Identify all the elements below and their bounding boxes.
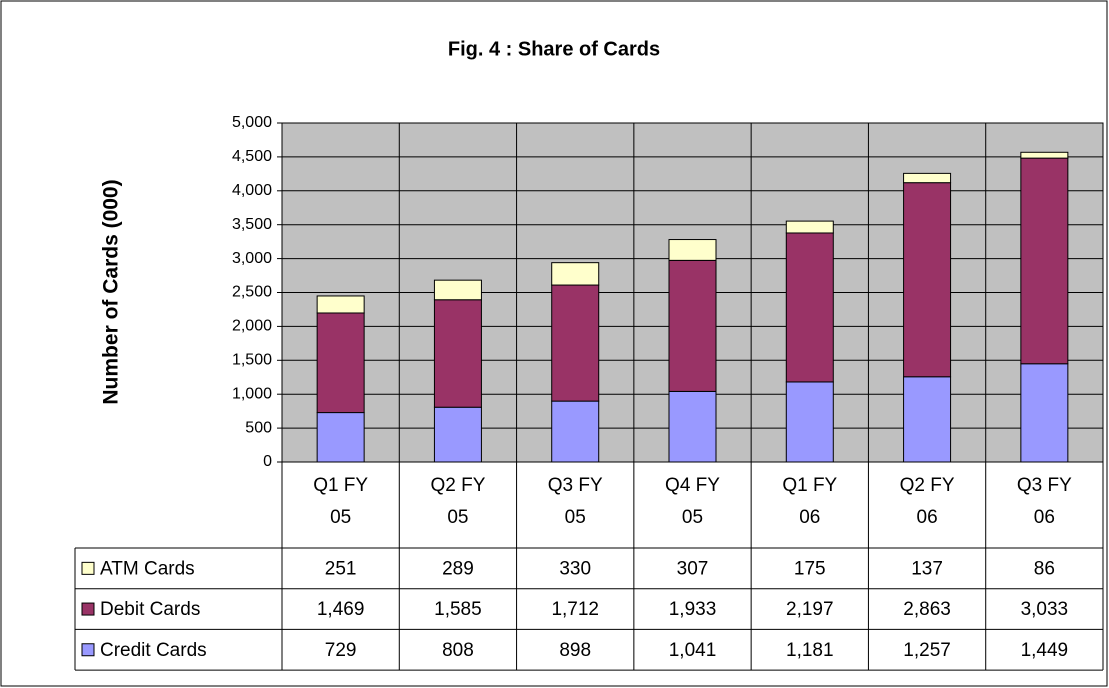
table-value: 330 [559,558,591,579]
y-tick-label: 4,000 [232,182,272,199]
table-value: 251 [325,558,357,579]
table-value: 2,863 [903,599,951,620]
bar-segment [551,400,600,463]
table-value: 2,197 [786,599,834,620]
bar-segment [1020,157,1069,365]
x-tick-label: Q1 FY 05 [313,475,368,528]
legend-key [81,602,95,616]
y-tick-label: 3,000 [232,250,272,267]
legend-label: Debit Cards [100,599,200,620]
bar-segment [785,220,834,234]
y-tick-label: 4,500 [232,148,272,165]
bar-segment [1020,151,1069,159]
bar-segment [903,376,952,463]
legend-key [81,561,95,575]
table-value: 729 [325,640,357,661]
table-value: 137 [911,558,943,579]
y-tick-label: 1,500 [232,352,272,369]
table-value: 1,469 [317,599,365,620]
y-axis-label: Number of Cards (000) [100,179,123,404]
table-value: 808 [442,640,474,661]
y-tick-label: 3,500 [232,216,272,233]
table-value: 1,041 [669,640,717,661]
x-tick-label: Q3 FY 05 [548,475,603,528]
bar-segment [668,239,717,261]
bar-segment [1020,363,1069,463]
bar-segment [551,284,600,402]
bar-segment [316,412,365,463]
y-tick-label: 1,000 [232,385,272,402]
table-value: 86 [1034,558,1055,579]
x-tick-label: Q2 FY 05 [430,475,485,528]
bar-segment [785,232,834,383]
bar-segment [316,295,365,314]
legend-label: Credit Cards [100,640,207,661]
bar-segment [785,381,834,463]
y-tick-label: 5,000 [232,114,272,131]
table-value: 1,257 [903,640,951,661]
bar-segment [433,299,482,408]
y-tick-label: 0 [263,453,272,470]
x-tick-label: Q1 FY 06 [782,475,837,528]
table-value: 1,585 [434,599,482,620]
legend-label: ATM Cards [100,558,195,579]
legend-key [81,643,95,657]
x-tick-label: Q2 FY 06 [900,475,955,528]
table-value: 3,033 [1021,599,1069,620]
x-tick-label: Q4 FY 05 [665,475,720,528]
table-value: 1,712 [551,599,599,620]
bar-segment [903,182,952,378]
y-tick-label: 2,000 [232,318,272,335]
table-value: 1,181 [786,640,834,661]
bar-segment [668,390,717,463]
table-value: 289 [442,558,474,579]
table-value: 898 [559,640,591,661]
bar-segment [668,259,717,392]
table-value: 1,933 [669,599,717,620]
x-tick-label: Q3 FY 06 [1017,475,1072,528]
table-value: 1,449 [1021,640,1069,661]
chart-title: Fig. 4 : Share of Cards [448,38,660,60]
table-value: 175 [794,558,826,579]
bar-segment [316,312,365,414]
y-tick-label: 500 [245,419,272,436]
bar-segment [433,279,482,301]
bar-segment [433,406,482,463]
bar-segment [551,262,600,286]
bar-segment [903,172,952,184]
table-value: 307 [677,558,709,579]
y-tick-label: 2,500 [232,284,272,301]
